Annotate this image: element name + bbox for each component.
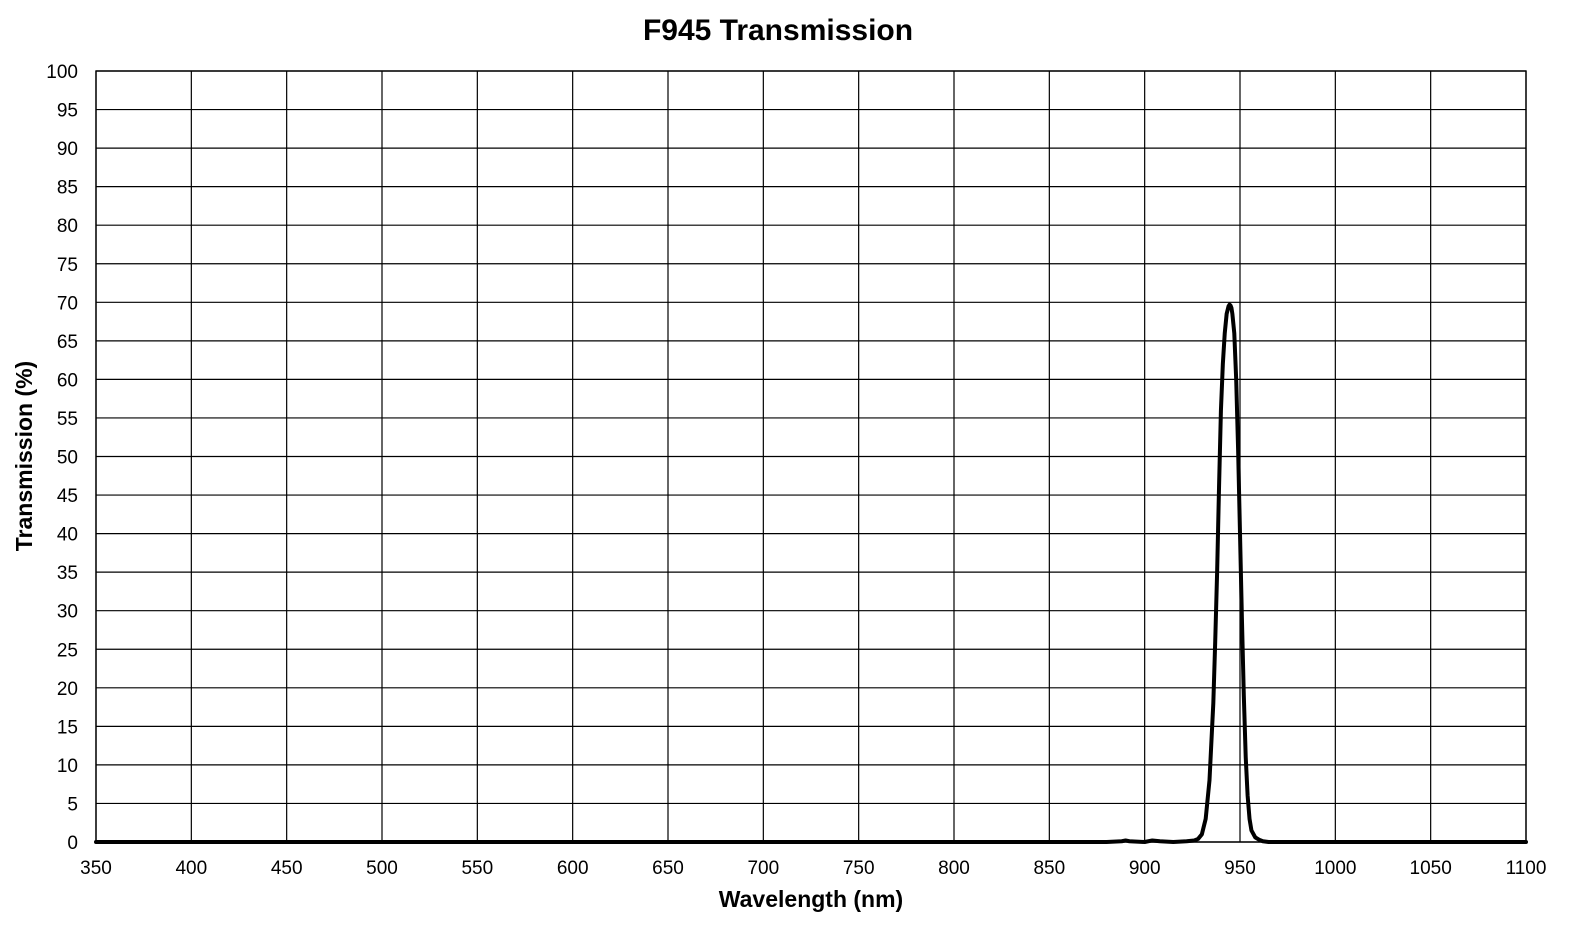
y-tick-label: 60 xyxy=(57,370,78,391)
x-tick-label: 550 xyxy=(461,858,493,879)
y-tick-label: 95 xyxy=(57,101,78,122)
y-tick-label: 25 xyxy=(57,640,78,661)
y-tick-label: 5 xyxy=(67,794,78,815)
x-tick-label: 800 xyxy=(938,858,970,879)
x-tick-label: 400 xyxy=(175,858,207,879)
y-tick-label: 40 xyxy=(57,525,78,546)
y-tick-label: 100 xyxy=(46,62,78,83)
y-tick-label: 20 xyxy=(57,679,78,700)
x-tick-label: 950 xyxy=(1224,858,1256,879)
y-tick-label: 0 xyxy=(67,833,78,854)
y-tick-label: 45 xyxy=(57,486,78,507)
x-tick-label: 1050 xyxy=(1410,858,1452,879)
x-tick-label: 350 xyxy=(80,858,112,879)
y-tick-label: 30 xyxy=(57,602,78,623)
x-tick-label: 500 xyxy=(366,858,398,879)
x-tick-label: 1000 xyxy=(1314,858,1356,879)
y-axis-label: Transmission (%) xyxy=(11,361,37,551)
y-tick-label: 75 xyxy=(57,255,78,276)
y-tick-label: 70 xyxy=(57,293,78,314)
y-tick-label: 80 xyxy=(57,216,78,237)
x-tick-label: 900 xyxy=(1129,858,1161,879)
x-tick-label: 650 xyxy=(652,858,684,879)
x-tick-label: 600 xyxy=(557,858,589,879)
x-tick-label: 450 xyxy=(271,858,303,879)
transmission-series-line xyxy=(94,302,1528,844)
y-tick-label: 85 xyxy=(57,178,78,199)
y-tick-label: 65 xyxy=(57,332,78,353)
y-tick-label: 35 xyxy=(57,563,78,584)
y-tick-label: 90 xyxy=(57,139,78,160)
x-tick-label: 700 xyxy=(747,858,779,879)
x-axis-ticks: 350 400 450 500 550 600 650 700 750 800 850 900 950 1… xyxy=(80,858,1546,879)
plot-frame xyxy=(95,70,1527,843)
x-tick-label: 850 xyxy=(1033,858,1065,879)
x-tick-label: 750 xyxy=(843,858,875,879)
x-axis-label: Wavelength (nm) xyxy=(719,886,903,912)
series-group xyxy=(94,302,1528,844)
y-tick-label: 15 xyxy=(57,717,78,738)
chart-title: F945 Transmission xyxy=(643,14,913,47)
grid xyxy=(95,70,1527,843)
y-axis-ticks: 0 5 10 15 20 25 30 35 40 45 50 55 60 65 70 75 80 85 90 95 10… xyxy=(46,62,78,854)
y-tick-label: 10 xyxy=(57,756,78,777)
x-tick-label: 1100 xyxy=(1506,858,1547,879)
y-tick-label: 50 xyxy=(57,448,78,469)
y-tick-label: 55 xyxy=(57,409,78,430)
